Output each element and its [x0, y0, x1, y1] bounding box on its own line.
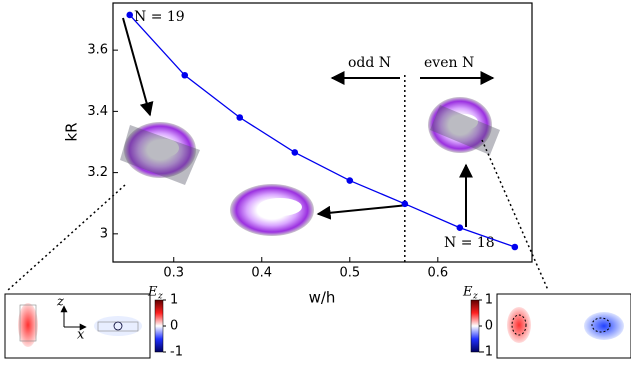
y-tick-label: 3.4 [87, 104, 108, 119]
leader-lines [7, 139, 549, 291]
torus-render [120, 122, 200, 185]
x-tick-label: 0.3 [163, 266, 184, 281]
arrows [122, 17, 495, 227]
y-tick-label: 3.6 [87, 43, 108, 58]
y-tick-label: 3.2 [87, 165, 108, 180]
axis-label: z [56, 295, 64, 310]
data-point [456, 224, 464, 232]
x-tick-label: 0.4 [251, 266, 272, 281]
annotation: odd N [348, 55, 391, 71]
colorbar-tick-label: 1 [170, 293, 178, 308]
colorbar [470, 299, 480, 353]
annotation: even N [424, 55, 474, 71]
series-line [129, 14, 516, 248]
inset: z x [4, 293, 151, 359]
data-point [346, 177, 354, 184]
data-point [236, 114, 244, 121]
x-tick-label: 0.6 [427, 266, 448, 281]
colorbar-label: E [147, 285, 158, 300]
data-point [291, 149, 299, 156]
plot-frame [112, 2, 533, 263]
x-axis-label: w/h [309, 289, 336, 307]
colorbar-tick-label: -1 [170, 345, 183, 360]
colorbar-tick-label: 1 [485, 293, 493, 308]
axis-label: x [77, 328, 85, 343]
annotation: N = 19 [134, 9, 185, 25]
x-tick-label: 0.5 [339, 266, 360, 281]
colorbar-label-sub: z [472, 292, 478, 302]
data-point [511, 243, 519, 251]
data-point [126, 11, 134, 19]
torus-render [230, 184, 314, 236]
y-tick-label: 3 [100, 226, 108, 241]
colorbar-tick-label: 0 [485, 319, 493, 334]
inset [496, 293, 631, 359]
colorbar-tick-label: 0 [170, 319, 178, 334]
data-point [181, 71, 189, 79]
data-point [401, 200, 409, 208]
colorbar-label: E [462, 285, 473, 300]
colorbar-tick-label: -1 [480, 345, 493, 360]
torus-render [428, 97, 500, 155]
colorbar [154, 299, 164, 353]
annotation: N = 18 [444, 235, 495, 251]
colorbar-label-sub: z [157, 292, 163, 302]
y-axis-label: kR [63, 122, 81, 141]
